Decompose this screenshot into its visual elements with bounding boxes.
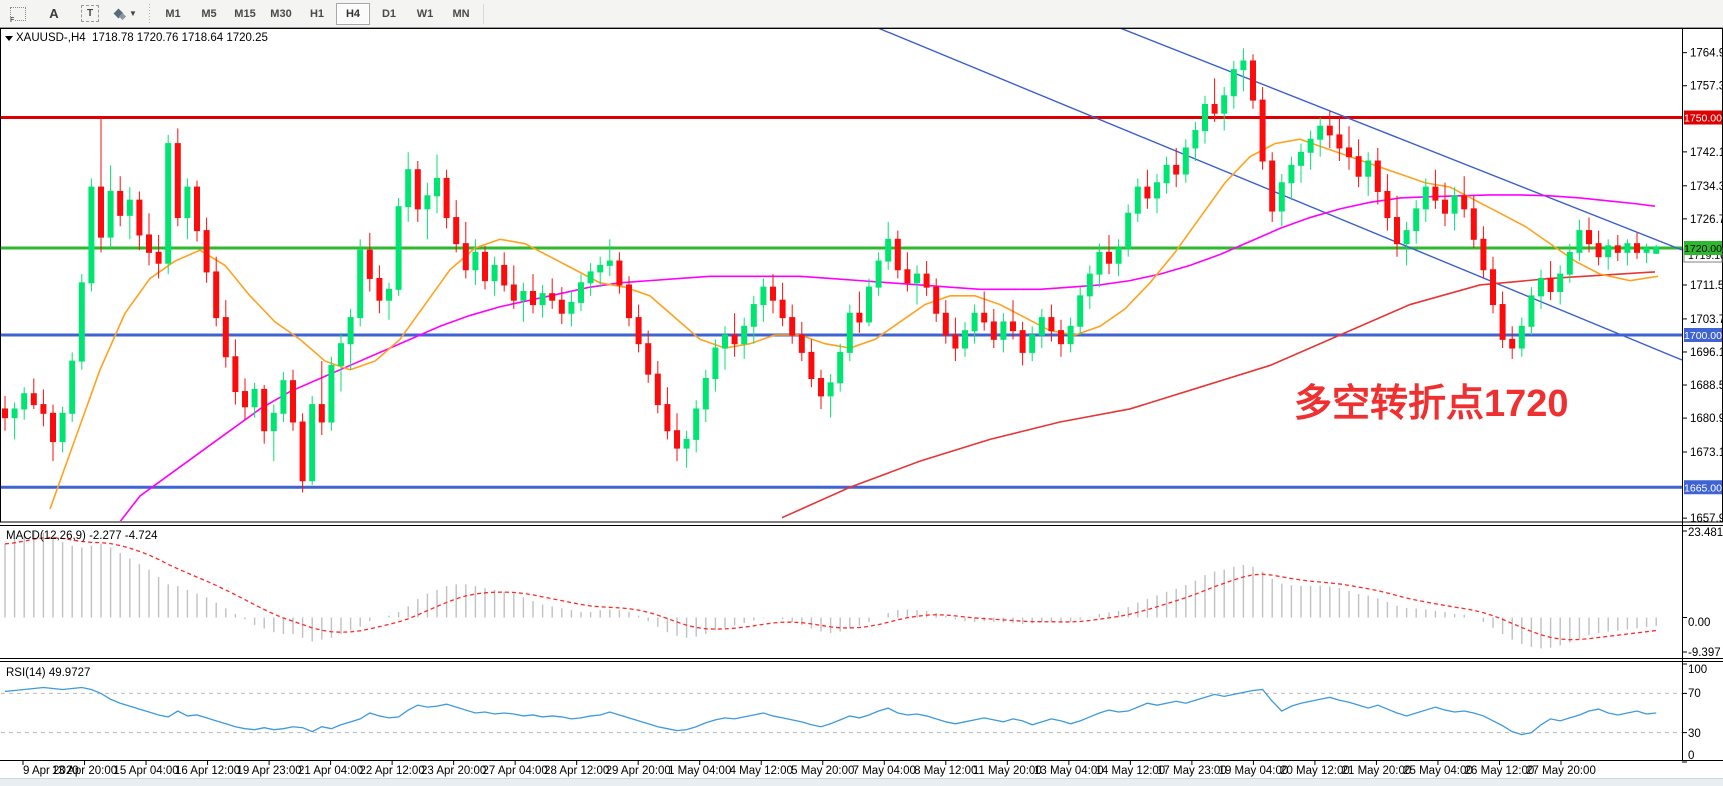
svg-text:1 May 04:00: 1 May 04:00 [668,765,731,777]
timeframe-button-M15[interactable]: M15 [234,7,256,20]
symbol-title: XAUUSD-,H4 [16,32,86,44]
timeframe-button-M30[interactable]: M30 [270,7,292,20]
svg-text:4 May 12:00: 4 May 12:00 [730,765,793,777]
timeframe-button-M5[interactable]: M5 [201,7,217,20]
svg-text:17 May 23:00: 17 May 23:00 [1157,765,1227,777]
toolbar-drag-handle[interactable] [147,3,152,24]
svg-text:100: 100 [1688,664,1707,676]
svg-text:1657.90: 1657.90 [1690,513,1723,525]
chart-shift-button[interactable]: F [1,3,35,25]
svg-text:19 May 04:00: 19 May 04:00 [1219,765,1289,777]
svg-text:27 May 20:00: 27 May 20:00 [1526,765,1596,777]
svg-text:1700.00: 1700.00 [1684,330,1722,342]
svg-text:19 Apr 23:00: 19 Apr 23:00 [236,765,301,777]
svg-text:0.00: 0.00 [1688,617,1710,629]
timeframe-group: M1 M5 M15 M30 H1 H4 D1 W1 MN [155,2,479,25]
toolbar: F A T ▼ M1 M5 M15 M30 H1 H4 D1 W1 MN [0,0,1723,28]
objects-dropdown-button[interactable]: ▼ [109,3,143,25]
svg-text:23.481: 23.481 [1688,527,1723,539]
text-annotation-button[interactable]: A [37,3,71,25]
svg-text:1696.10: 1696.10 [1690,347,1723,359]
svg-text:23 Apr 20:00: 23 Apr 20:00 [421,765,486,777]
svg-text:RSI(14) 49.9727: RSI(14) 49.9727 [6,667,90,679]
chart-text-annotation: 多空转折点1720 [1294,383,1569,425]
svg-text:9 Apr 2020: 9 Apr 2020 [23,765,79,777]
timeframe-button-MN[interactable]: MN [452,7,470,20]
svg-text:21 May 20:00: 21 May 20:00 [1342,765,1412,777]
timeframe-button-M1[interactable]: M1 [165,7,181,20]
svg-text:MACD(12,26,9) -2.277 -4.724: MACD(12,26,9) -2.277 -4.724 [6,530,158,542]
chart-shift-icon: F [10,6,26,24]
svg-text:14 May 12:00: 14 May 12:00 [1096,765,1166,777]
svg-text:13 Apr 20:00: 13 Apr 20:00 [52,765,117,777]
timeframe-button-D1[interactable]: D1 [381,7,397,20]
price-axis[interactable]: 1764.90 1757.30 1742.10 1734.30 1726.70 1711.… [1682,48,1723,763]
svg-text:-9.397: -9.397 [1688,647,1721,659]
svg-text:25 May 04:00: 25 May 04:00 [1403,765,1473,777]
candlestick-series [2,48,1660,493]
svg-text:7 May 04:00: 7 May 04:00 [853,765,916,777]
ohlc-values: 1718.78 1720.76 1718.64 1720.25 [92,32,268,44]
svg-text:1673.10: 1673.10 [1690,447,1723,459]
status-strip [0,778,1723,786]
objects-icon: ▼ [113,8,137,21]
timeframe-button-H4[interactable]: H4 [336,2,370,25]
text-box-icon: T [81,5,99,22]
svg-text:1734.30: 1734.30 [1690,181,1723,193]
svg-text:22 Apr 12:00: 22 Apr 12:00 [360,765,425,777]
toolbar-separator [483,3,485,24]
svg-text:16 Apr 12:00: 16 Apr 12:00 [175,765,240,777]
chart-collapse-icon[interactable] [5,36,13,41]
chart-header: XAUUSD-,H4 1718.78 1720.76 1718.64 1720.… [16,32,268,44]
svg-text:29 Apr 20:00: 29 Apr 20:00 [606,765,671,777]
svg-text:1711.50: 1711.50 [1690,280,1723,292]
svg-text:1726.70: 1726.70 [1690,214,1723,226]
svg-text:1742.10: 1742.10 [1690,147,1723,159]
svg-text:1680.90: 1680.90 [1690,413,1723,425]
macd-panel[interactable] [4,531,1657,649]
svg-text:0: 0 [1688,750,1694,762]
svg-text:70: 70 [1688,688,1701,700]
svg-text:8 May 12:00: 8 May 12:00 [914,765,977,777]
svg-text:13 May 04:00: 13 May 04:00 [1034,765,1104,777]
chevron-down-icon: ▼ [129,9,137,18]
svg-text:15 Apr 04:00: 15 Apr 04:00 [113,765,178,777]
macd-histogram [4,531,1657,649]
svg-text:1703.70: 1703.70 [1690,314,1723,326]
svg-text:1750.00: 1750.00 [1684,113,1722,125]
main-price-panel[interactable] [1,28,1682,531]
svg-text:1764.90: 1764.90 [1690,48,1723,60]
svg-text:28 Apr 12:00: 28 Apr 12:00 [544,765,609,777]
svg-text:27 Apr 04:00: 27 Apr 04:00 [483,765,548,777]
svg-text:1665.00: 1665.00 [1684,482,1722,494]
svg-text:30: 30 [1688,728,1701,740]
timeframe-button-H1[interactable]: H1 [309,7,325,20]
svg-text:1757.30: 1757.30 [1690,81,1723,93]
svg-text:21 Apr 04:00: 21 Apr 04:00 [298,765,363,777]
svg-text:20 May 12:00: 20 May 12:00 [1280,765,1350,777]
svg-text:26 May 12:00: 26 May 12:00 [1465,765,1535,777]
svg-text:1720.00: 1720.00 [1684,243,1722,255]
svg-text:1688.50: 1688.50 [1690,380,1723,392]
text-annotation-icon: A [49,6,59,21]
text-box-button[interactable]: T [73,3,107,25]
rsi-panel[interactable] [1,686,1682,736]
svg-text:11 May 20:00: 11 May 20:00 [973,765,1042,777]
svg-text:5 May 20:00: 5 May 20:00 [791,765,854,777]
timeframe-button-W1[interactable]: W1 [416,7,434,20]
